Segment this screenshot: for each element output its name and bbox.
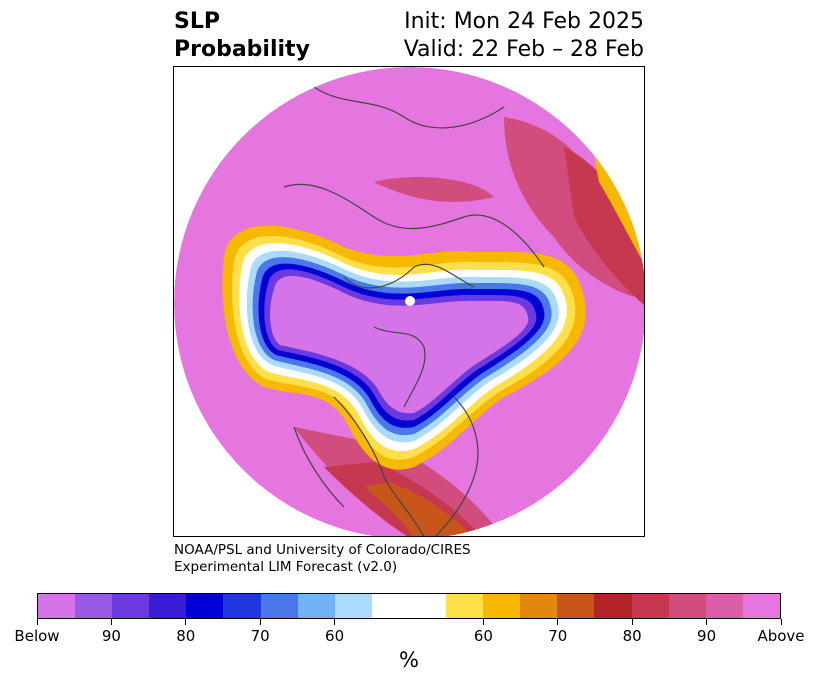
colorbar-segment: [446, 594, 484, 618]
colorbar-tick: [706, 619, 708, 625]
valid-date: Valid: 22 Feb – 28 Feb: [403, 37, 644, 62]
colorbar-tick: [110, 619, 112, 625]
colorbar-segment: [223, 594, 261, 618]
above-region-east-rim: [594, 157, 644, 267]
colorbar-segment: [483, 594, 521, 618]
polar-map: [173, 66, 645, 537]
colorbar-tick-label: 70: [548, 627, 568, 645]
colorbar-tick: [334, 619, 336, 625]
colorbar-tick-label: 90: [101, 627, 121, 645]
colorbar-segment: [520, 594, 558, 618]
colorbar-segment: [594, 594, 632, 618]
title-line-1: SLP: [174, 9, 220, 34]
colorbar-segment: [112, 594, 150, 618]
colorbar-tick-label: 60: [473, 627, 493, 645]
colorbar-tick: [185, 619, 187, 625]
colorbar-segment: [557, 594, 595, 618]
probability-map-svg: [174, 67, 644, 536]
colorbar-segment: [186, 594, 224, 618]
colorbar-tick: [482, 619, 484, 625]
colorbar-segment: [75, 594, 113, 618]
colorbar-tick: [259, 619, 261, 625]
colorbar-segment: [149, 594, 187, 618]
colorbar-segment: [297, 594, 335, 618]
map-title: SLP Probability: [174, 8, 310, 64]
colorbar-segment: [408, 594, 447, 618]
colorbar-segment: [38, 594, 76, 618]
colorbar-segment: [334, 594, 372, 618]
colorbar-tick-label: 60: [325, 627, 345, 645]
colorbar-segment: [631, 594, 669, 618]
colorbar-tick-label: Above: [757, 627, 805, 645]
colorbar-tick-label: Below: [14, 627, 60, 645]
colorbar: [37, 593, 781, 619]
north-pole-marker: [405, 296, 415, 306]
colorbar-tick-label: 70: [250, 627, 270, 645]
colorbar-tick: [36, 619, 38, 625]
above-region-north: [374, 177, 494, 202]
colorbar-segment: [260, 594, 298, 618]
colorbar-segment: [742, 594, 780, 618]
colorbar-unit: %: [399, 648, 419, 672]
above-region-east-core: [564, 147, 644, 307]
credit-text: NOAA/PSL and University of Colorado/CIRE…: [174, 542, 471, 576]
map-dates: Init: Mon 24 Feb 2025 Valid: 22 Feb – 28…: [404, 8, 644, 64]
colorbar-tick: [557, 619, 559, 625]
colorbar-tick-label: 80: [176, 627, 196, 645]
below-probability-core: [270, 275, 529, 414]
colorbar-tick-label: 90: [697, 627, 717, 645]
colorbar-segment: [668, 594, 706, 618]
colorbar-segment: [371, 594, 409, 618]
colorbar-tick-label: 80: [622, 627, 642, 645]
credit-line-2: Experimental LIM Forecast (v2.0): [174, 559, 398, 575]
colorbar-segment: [705, 594, 743, 618]
credit-line-1: NOAA/PSL and University of Colorado/CIRE…: [174, 542, 471, 558]
colorbar-tick: [631, 619, 633, 625]
colorbar-tick: [780, 619, 782, 625]
init-date: Init: Mon 24 Feb 2025: [404, 9, 644, 34]
title-line-2: Probability: [174, 37, 310, 62]
